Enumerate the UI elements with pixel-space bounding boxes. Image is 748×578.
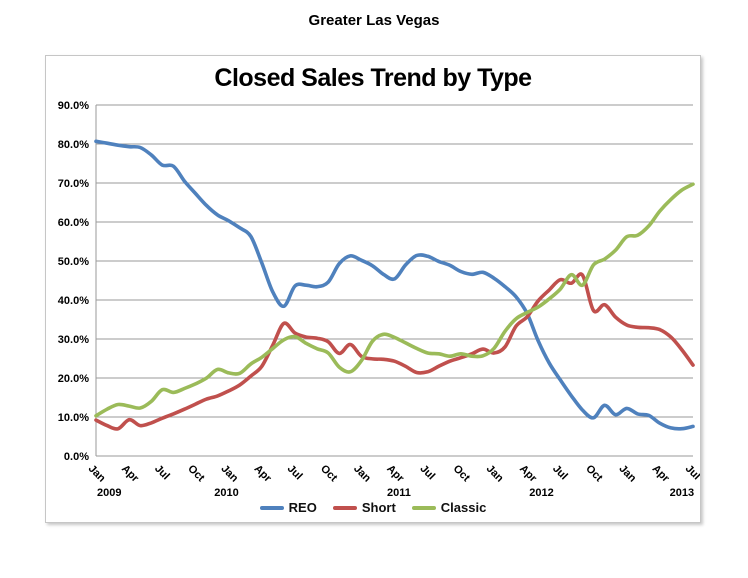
x-tick-label: Apr bbox=[119, 463, 141, 485]
series-line-short bbox=[94, 272, 695, 431]
x-tick-label: Jul bbox=[285, 463, 305, 483]
y-tick-label: 20.0% bbox=[58, 373, 89, 385]
series-line-reo bbox=[94, 139, 695, 431]
legend-swatch-short bbox=[332, 505, 357, 510]
year-label: 2012 bbox=[529, 487, 553, 499]
chart-legend: REO Short Classic bbox=[46, 500, 700, 515]
legend-swatch-classic bbox=[411, 505, 436, 510]
legend-item-short: Short bbox=[332, 500, 396, 515]
x-tick-label: Jan bbox=[86, 463, 108, 485]
year-label: 2013 bbox=[670, 487, 694, 499]
y-tick-label: 80.0% bbox=[58, 139, 89, 151]
x-tick-label: Jan bbox=[218, 463, 240, 485]
x-tick-label: Jan bbox=[616, 463, 638, 485]
y-tick-label: 50.0% bbox=[58, 256, 89, 268]
legend-label-classic: Classic bbox=[440, 500, 487, 515]
y-tick-label: 40.0% bbox=[58, 295, 89, 307]
x-tick-label: Oct bbox=[451, 463, 473, 485]
x-tick-label: Apr bbox=[650, 463, 672, 485]
x-tick-label: Jul bbox=[550, 463, 570, 483]
x-tick-label: Jul bbox=[417, 463, 437, 483]
legend-swatch-reo bbox=[259, 505, 284, 510]
y-tick-label: 10.0% bbox=[58, 412, 89, 424]
year-label: 2009 bbox=[97, 487, 121, 499]
year-label: 2010 bbox=[214, 487, 238, 499]
y-tick-label: 30.0% bbox=[58, 334, 89, 346]
x-tick-label: Oct bbox=[318, 463, 340, 485]
year-label: 2011 bbox=[387, 487, 411, 499]
x-tick-label: Oct bbox=[185, 463, 207, 485]
chart-plot-area: 0.0% 10.0% 20.0% 30.0% 40.0% 50.0% 60.0% 70.0% 8… bbox=[58, 100, 700, 499]
x-tick-label: Jul bbox=[152, 463, 172, 483]
chart-title: Closed Sales Trend by Type bbox=[214, 64, 532, 92]
x-tick-label: Apr bbox=[517, 463, 539, 485]
x-tick-label: Apr bbox=[384, 463, 406, 485]
page-header: Greater Las Vegas bbox=[308, 12, 440, 29]
x-tick-label: Jan bbox=[351, 463, 373, 485]
series-line-classic bbox=[94, 182, 695, 418]
y-tick-label: 60.0% bbox=[58, 217, 89, 229]
x-tick-label: Oct bbox=[583, 463, 605, 485]
y-tick-label: 0.0% bbox=[64, 451, 89, 463]
chart-frame: Closed Sales Trend by Type 0.0% 10.0% 20.0… bbox=[45, 55, 701, 523]
x-tick-label: Apr bbox=[252, 463, 274, 485]
x-tick-label: Jul bbox=[683, 463, 700, 483]
legend-label-reo: REO bbox=[288, 500, 317, 515]
x-tick-label: Jan bbox=[484, 463, 506, 485]
legend-item-classic: Classic bbox=[411, 500, 487, 515]
y-tick-label: 90.0% bbox=[58, 100, 89, 112]
legend-item-reo: REO bbox=[259, 500, 317, 515]
y-tick-label: 70.0% bbox=[58, 178, 89, 190]
legend-label-short: Short bbox=[361, 500, 396, 515]
